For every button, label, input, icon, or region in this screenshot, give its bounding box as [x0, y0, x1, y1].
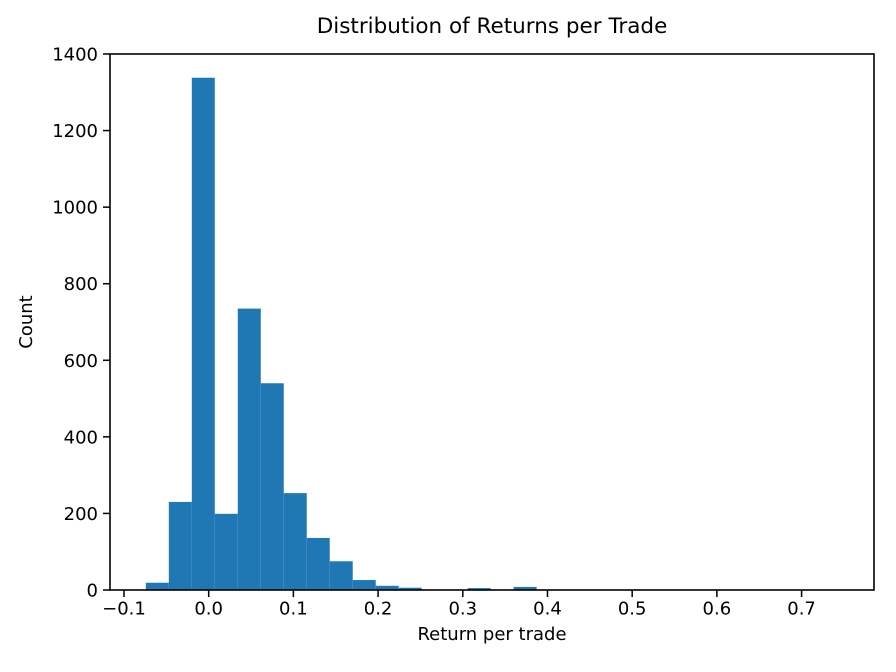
x-tick-label: 0.7 — [787, 599, 816, 620]
histogram-bar — [168, 501, 192, 590]
histogram-bar — [306, 537, 330, 590]
x-tick-label: 0.0 — [194, 599, 223, 620]
histogram-bar — [375, 585, 399, 590]
histogram-bar — [467, 588, 491, 590]
histogram-bar — [191, 77, 215, 591]
histogram-bar — [283, 493, 307, 590]
y-tick-label: 1400 — [52, 45, 98, 66]
y-tick-label: 800 — [64, 274, 98, 295]
chart-title: Distribution of Returns per Trade — [316, 14, 668, 39]
x-tick-label: 0.1 — [279, 599, 308, 620]
x-tick-label: 0.5 — [618, 599, 647, 620]
histogram-bar — [237, 308, 261, 590]
histogram-bar — [214, 513, 238, 590]
x-tick-label: 0.6 — [703, 599, 732, 620]
y-tick-label: 1200 — [52, 121, 98, 142]
histogram-bar — [145, 582, 169, 590]
y-tick-label: 400 — [64, 427, 98, 448]
y-tick-label: 200 — [64, 504, 98, 525]
histogram-bar — [398, 587, 422, 590]
y-axis-label: Count — [16, 295, 38, 349]
x-tick-label: 0.2 — [364, 599, 393, 620]
x-tick-label: 0.4 — [533, 599, 562, 620]
histogram-bar — [352, 580, 376, 590]
x-tick-label: 0.3 — [448, 599, 477, 620]
y-tick-label: 600 — [64, 351, 98, 372]
histogram-bar — [260, 383, 284, 590]
axes-spines — [109, 53, 875, 591]
histogram-bar — [513, 586, 537, 590]
y-tick-label: 0 — [87, 581, 98, 602]
x-axis-label: Return per trade — [417, 624, 567, 645]
x-tick-label: −0.1 — [102, 599, 146, 620]
histogram-bar — [329, 561, 353, 590]
y-tick-label: 1000 — [52, 198, 98, 219]
